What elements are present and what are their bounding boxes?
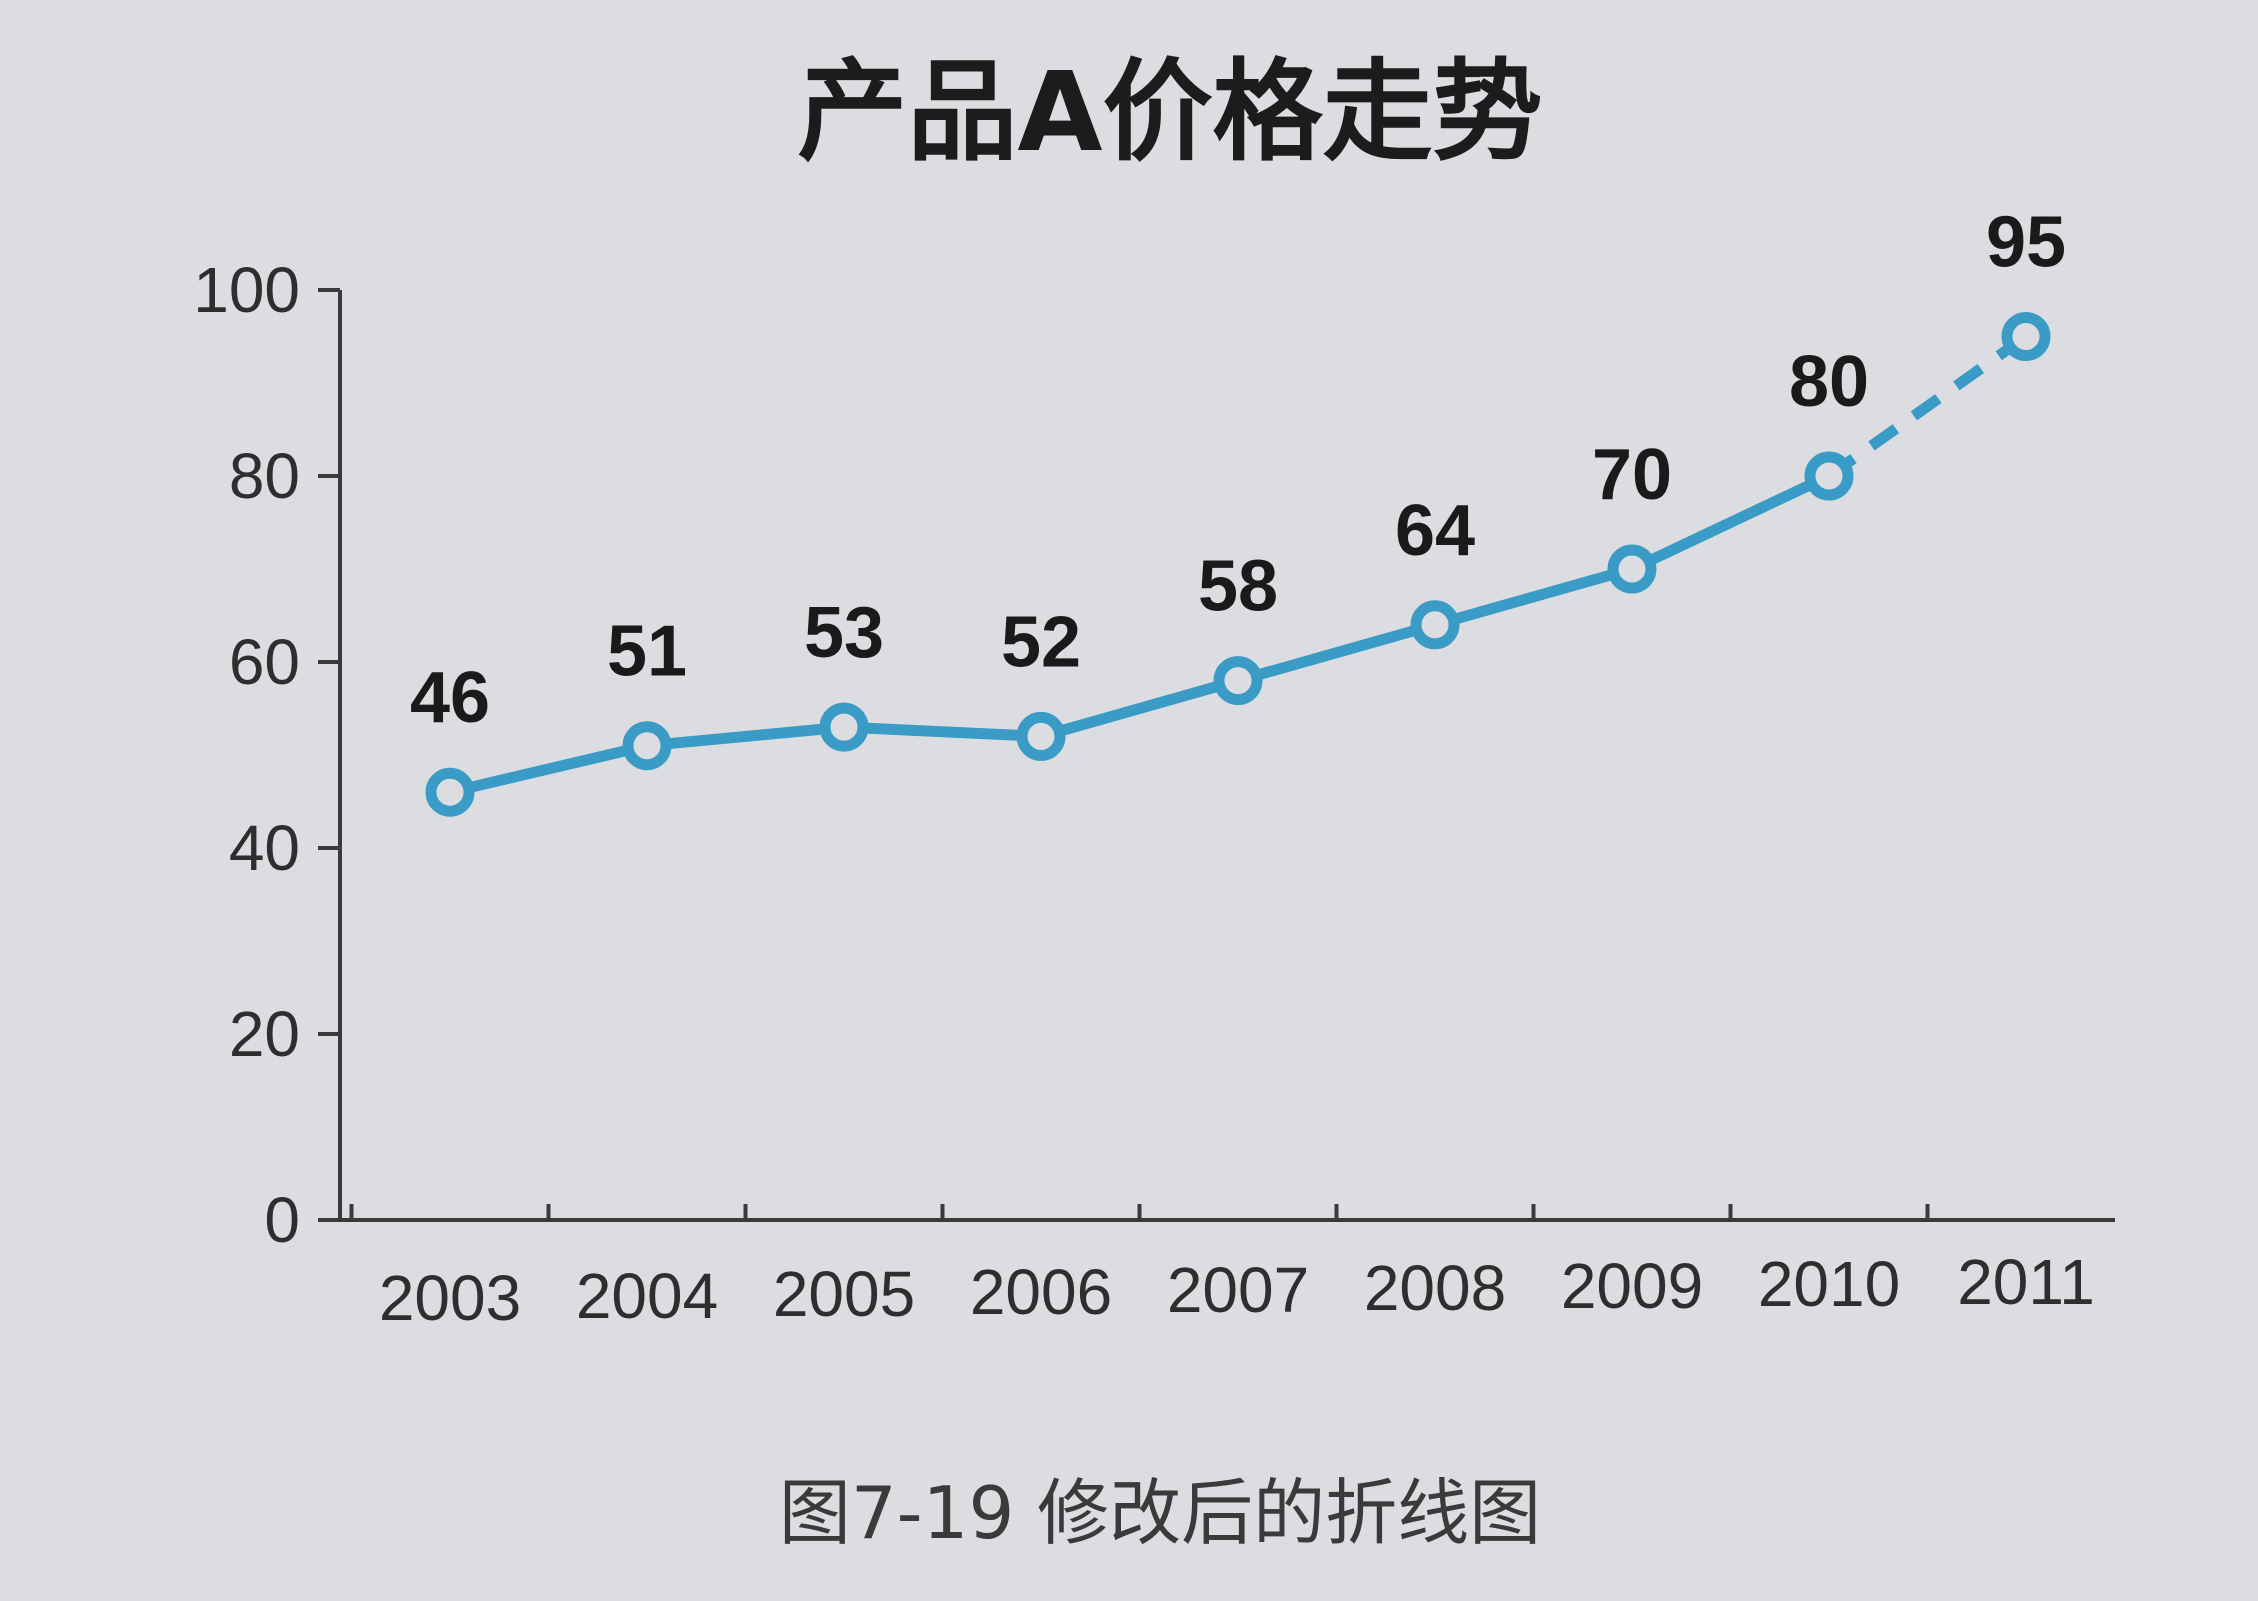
x-tick-label-2007: 2007: [1167, 1254, 1309, 1326]
y-tick-label-1: 20: [229, 998, 300, 1070]
data-label-2010: 80: [1789, 342, 1869, 422]
chart-title: 产品A价格走势: [797, 48, 1542, 176]
x-tick-label-2008: 2008: [1364, 1252, 1506, 1324]
data-label-2005: 53: [804, 593, 884, 673]
x-tick-label-2004: 2004: [576, 1260, 718, 1332]
markers: [425, 312, 2051, 817]
data-label-2003: 46: [410, 658, 490, 738]
series-lines: [444, 332, 2030, 798]
y-tick-label-2: 40: [229, 812, 300, 884]
x-tick-label-2006: 2006: [970, 1256, 1112, 1328]
figure-caption: 图7-19 修改后的折线图: [779, 1471, 1541, 1555]
line-segment-2: [838, 721, 1047, 742]
data-label-2009: 70: [1592, 435, 1672, 515]
line-segment-3: [1035, 675, 1244, 742]
data-labels: 46 51 53 52 58 64 70 80 95: [410, 203, 2066, 739]
point-marker-2011: [2001, 312, 2051, 361]
y-tick-label-4: 80: [229, 440, 300, 512]
x-tick-label-2011: 2011: [1957, 1246, 2095, 1318]
x-tick-label-2010: 2010: [1758, 1248, 1900, 1320]
line-segment-0: [444, 740, 653, 798]
line-segment-6: [1626, 470, 1835, 575]
point-marker-2006: [1016, 711, 1066, 761]
point-marker-2007: [1213, 656, 1263, 706]
data-label-2008: 64: [1395, 491, 1475, 571]
x-tick-label-2005: 2005: [773, 1258, 915, 1330]
x-tick-label-2009: 2009: [1561, 1250, 1703, 1322]
line-segment-5: [1429, 563, 1638, 631]
x-ticks: 2003 2004 2005 2006 2007 2008 2009 2010 2011: [349, 1204, 2095, 1334]
point-marker-2004: [622, 721, 672, 771]
data-label-2006: 52: [1001, 602, 1081, 682]
point-marker-2010: [1804, 451, 1854, 501]
data-label-2004: 51: [607, 612, 687, 692]
data-label-2011: 95: [1986, 203, 2066, 283]
y-tick-label-3: 60: [229, 626, 300, 698]
y-tick-label-0: 0: [264, 1184, 300, 1256]
data-label-2007: 58: [1198, 547, 1278, 627]
point-marker-2008: [1410, 600, 1460, 650]
axes: [338, 290, 2115, 1222]
point-marker-2005: [819, 702, 869, 752]
point-marker-2009: [1607, 544, 1657, 594]
line-segment-4: [1232, 619, 1441, 687]
dashed-segment-7: [1825, 332, 2030, 481]
y-tick-label-5: 100: [193, 254, 300, 326]
y-ticks: 0 20 40 60 80 100: [193, 254, 340, 1256]
x-tick-label-2003: 2003: [379, 1262, 521, 1334]
line-segment-1: [641, 721, 850, 752]
point-marker-2003: [425, 767, 475, 817]
